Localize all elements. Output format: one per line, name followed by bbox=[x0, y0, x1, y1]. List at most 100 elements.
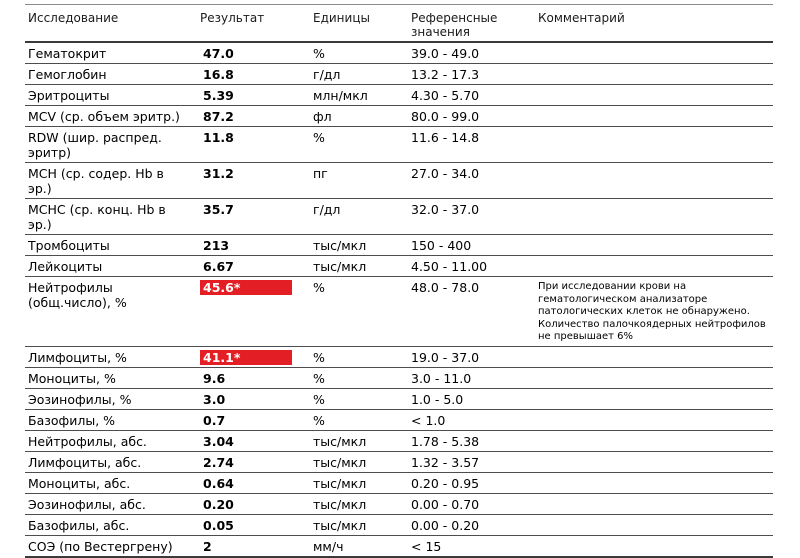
test-reference-range: 1.78 - 5.38 bbox=[408, 430, 535, 452]
result-value: 3.0 bbox=[203, 391, 226, 407]
test-units: г/дл bbox=[310, 198, 408, 235]
test-units: тыс/мкл bbox=[310, 234, 408, 256]
test-name: Базофилы, абс. bbox=[25, 514, 197, 536]
table-body: Гематокрит 47.0 % 39.0 - 49.0 Гемоглобин… bbox=[25, 42, 773, 558]
test-units: % bbox=[310, 276, 408, 347]
test-result: 41.1* bbox=[197, 346, 310, 368]
table-row: Лимфоциты, % 41.1* % 19.0 - 37.0 bbox=[25, 346, 773, 368]
table-row: Лимфоциты, абс. 2.74 тыс/мкл 1.32 - 3.57 bbox=[25, 451, 773, 473]
table-row: СОЭ (по Вестергрену) 2 мм/ч < 15 bbox=[25, 535, 773, 558]
test-comment bbox=[535, 451, 773, 473]
test-name: Тромбоциты bbox=[25, 234, 197, 256]
column-header-result: Результат bbox=[197, 4, 310, 43]
test-result: 6.67 bbox=[197, 255, 310, 277]
result-value: 87.2 bbox=[203, 109, 234, 124]
test-result: 9.6 bbox=[197, 367, 310, 389]
test-name: RDW (шир. распред. эритр) bbox=[25, 126, 197, 163]
table-row: Моноциты, абс. 0.64 тыс/мкл 0.20 - 0.95 bbox=[25, 472, 773, 494]
test-result: 2.74 bbox=[197, 451, 310, 473]
lab-results-table: Исследование Результат Единицы Референсн… bbox=[25, 4, 773, 558]
test-comment: При исследовании крови на гематологическ… bbox=[535, 276, 773, 347]
test-result: 47.0 bbox=[197, 42, 310, 64]
test-name: Эозинофилы, абс. bbox=[25, 493, 197, 515]
test-reference-range: < 15 bbox=[408, 535, 535, 558]
test-units: тыс/мкл bbox=[310, 255, 408, 277]
test-comment bbox=[535, 42, 773, 64]
test-reference-range: 32.0 - 37.0 bbox=[408, 198, 535, 235]
table-row: MCH (ср. содер. Hb в эр.) 31.2 пг 27.0 -… bbox=[25, 162, 773, 199]
result-value: 41.1* bbox=[200, 349, 292, 365]
test-comment bbox=[535, 105, 773, 127]
column-header-reference: Референсные значения bbox=[408, 4, 535, 43]
table-row: Эозинофилы, % 3.0 % 1.0 - 5.0 bbox=[25, 388, 773, 410]
test-comment bbox=[535, 346, 773, 368]
test-reference-range: 4.30 - 5.70 bbox=[408, 84, 535, 106]
test-comment bbox=[535, 514, 773, 536]
test-units: % bbox=[310, 126, 408, 163]
result-value: 16.8 bbox=[203, 67, 234, 82]
test-result: 0.05 bbox=[197, 514, 310, 536]
result-value: 6.67 bbox=[203, 259, 234, 274]
test-name: Лимфоциты, абс. bbox=[25, 451, 197, 473]
test-reference-range: 0.00 - 0.20 bbox=[408, 514, 535, 536]
test-units: тыс/мкл bbox=[310, 514, 408, 536]
test-comment bbox=[535, 198, 773, 235]
result-value: 0.05 bbox=[203, 517, 234, 533]
test-units: тыс/мкл bbox=[310, 451, 408, 473]
column-header-units: Единицы bbox=[310, 4, 408, 43]
test-name: Лейкоциты bbox=[25, 255, 197, 277]
result-value: 0.64 bbox=[203, 475, 234, 491]
test-reference-range: 27.0 - 34.0 bbox=[408, 162, 535, 199]
test-units: % bbox=[310, 388, 408, 410]
test-comment bbox=[535, 84, 773, 106]
table-row: Нейтрофилы (общ.число), % 45.6* % 48.0 -… bbox=[25, 276, 773, 347]
test-reference-range: 3.0 - 11.0 bbox=[408, 367, 535, 389]
test-comment bbox=[535, 493, 773, 515]
test-result: 2 bbox=[197, 535, 310, 558]
test-units: тыс/мкл bbox=[310, 493, 408, 515]
test-reference-range: 11.6 - 14.8 bbox=[408, 126, 535, 163]
test-name: MCH (ср. содер. Hb в эр.) bbox=[25, 162, 197, 199]
table-row: Гемоглобин 16.8 г/дл 13.2 - 17.3 bbox=[25, 63, 773, 85]
table-row: Гематокрит 47.0 % 39.0 - 49.0 bbox=[25, 42, 773, 64]
test-name: Нейтрофилы, абс. bbox=[25, 430, 197, 452]
test-reference-range: 0.00 - 0.70 bbox=[408, 493, 535, 515]
column-header-comment: Комментарий bbox=[535, 4, 773, 43]
test-units: г/дл bbox=[310, 63, 408, 85]
test-reference-range: 1.32 - 3.57 bbox=[408, 451, 535, 473]
test-comment bbox=[535, 472, 773, 494]
test-result: 11.8 bbox=[197, 126, 310, 163]
test-comment bbox=[535, 255, 773, 277]
table-row: Тромбоциты 213 тыс/мкл 150 - 400 bbox=[25, 234, 773, 256]
test-name: MCHC (ср. конц. Hb в эр.) bbox=[25, 198, 197, 235]
test-units: фл bbox=[310, 105, 408, 127]
result-value: 9.6 bbox=[203, 370, 226, 386]
test-result: 0.7 bbox=[197, 409, 310, 431]
test-comment bbox=[535, 63, 773, 85]
test-name: Моноциты, абс. bbox=[25, 472, 197, 494]
test-comment bbox=[535, 126, 773, 163]
test-name: Нейтрофилы (общ.число), % bbox=[25, 276, 197, 347]
test-result: 0.64 bbox=[197, 472, 310, 494]
result-value: 11.8 bbox=[203, 130, 234, 145]
result-value: 45.6* bbox=[200, 280, 292, 295]
result-value: 31.2 bbox=[203, 166, 234, 181]
result-value: 35.7 bbox=[203, 202, 234, 217]
lab-report: Исследование Результат Единицы Референсн… bbox=[25, 4, 773, 558]
test-reference-range: 48.0 - 78.0 bbox=[408, 276, 535, 347]
test-result: 45.6* bbox=[197, 276, 310, 347]
test-comment bbox=[535, 162, 773, 199]
test-comment bbox=[535, 535, 773, 558]
test-name: Эритроциты bbox=[25, 84, 197, 106]
table-row: Эозинофилы, абс. 0.20 тыс/мкл 0.00 - 0.7… bbox=[25, 493, 773, 515]
test-units: млн/мкл bbox=[310, 84, 408, 106]
test-name: Гемоглобин bbox=[25, 63, 197, 85]
test-units: тыс/мкл bbox=[310, 472, 408, 494]
test-reference-range: 39.0 - 49.0 bbox=[408, 42, 535, 64]
result-value: 47.0 bbox=[203, 46, 234, 61]
test-result: 3.0 bbox=[197, 388, 310, 410]
table-row: Нейтрофилы, абс. 3.04 тыс/мкл 1.78 - 5.3… bbox=[25, 430, 773, 452]
result-value: 3.04 bbox=[203, 433, 234, 449]
test-reference-range: 150 - 400 bbox=[408, 234, 535, 256]
test-result: 35.7 bbox=[197, 198, 310, 235]
